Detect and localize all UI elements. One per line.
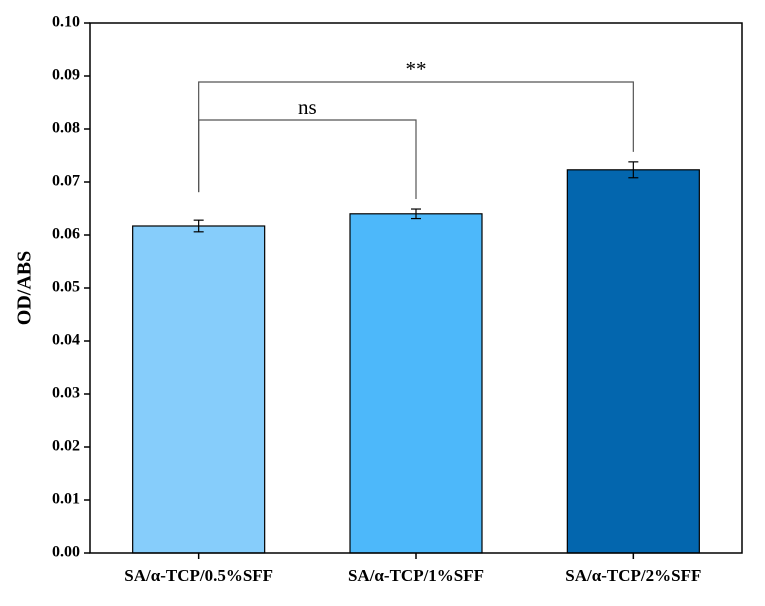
significance-bracket <box>198 81 634 193</box>
x-tick-label: SA/α-TCP/0.5%SFF <box>124 566 273 585</box>
bar <box>132 225 266 554</box>
x-axis-labels: SA/α-TCP/0.5%SFF SA/α-TCP/1%SFF SA/α-TCP/2… <box>124 553 701 585</box>
y-axis-ticks: 0.00 0.01 0.02 0.03 0.04 0.05 0.06 0.07 0.08 0.09… <box>52 14 90 561</box>
y-tick-label: 0.04 <box>52 332 80 349</box>
y-tick-label: 0.10 <box>52 14 80 31</box>
y-tick-label: 0.06 <box>52 226 80 243</box>
y-tick-label: 0.03 <box>52 385 80 402</box>
significance-brackets: ns ** <box>198 57 634 200</box>
y-tick-label: 0.09 <box>52 67 80 84</box>
y-tick-label: 0.05 <box>52 279 80 296</box>
significance-label: ** <box>406 57 427 81</box>
x-tick-label: SA/α-TCP/2%SFF <box>565 566 701 585</box>
y-tick-label: 0.08 <box>52 120 80 137</box>
bars <box>132 169 700 554</box>
plot-frame <box>89 22 743 554</box>
bar <box>566 169 700 554</box>
bar <box>349 213 483 554</box>
y-tick-label: 0.01 <box>52 491 80 508</box>
significance-bracket <box>198 119 417 200</box>
y-tick-label: 0.00 <box>52 544 80 561</box>
error-bars <box>193 161 639 233</box>
significance-label: ns <box>298 95 317 119</box>
y-tick-label: 0.02 <box>52 438 80 455</box>
y-axis-title: OD/ABS <box>14 251 36 325</box>
x-tick-label: SA/α-TCP/1%SFF <box>348 566 484 585</box>
y-tick-label: 0.07 <box>52 173 80 190</box>
